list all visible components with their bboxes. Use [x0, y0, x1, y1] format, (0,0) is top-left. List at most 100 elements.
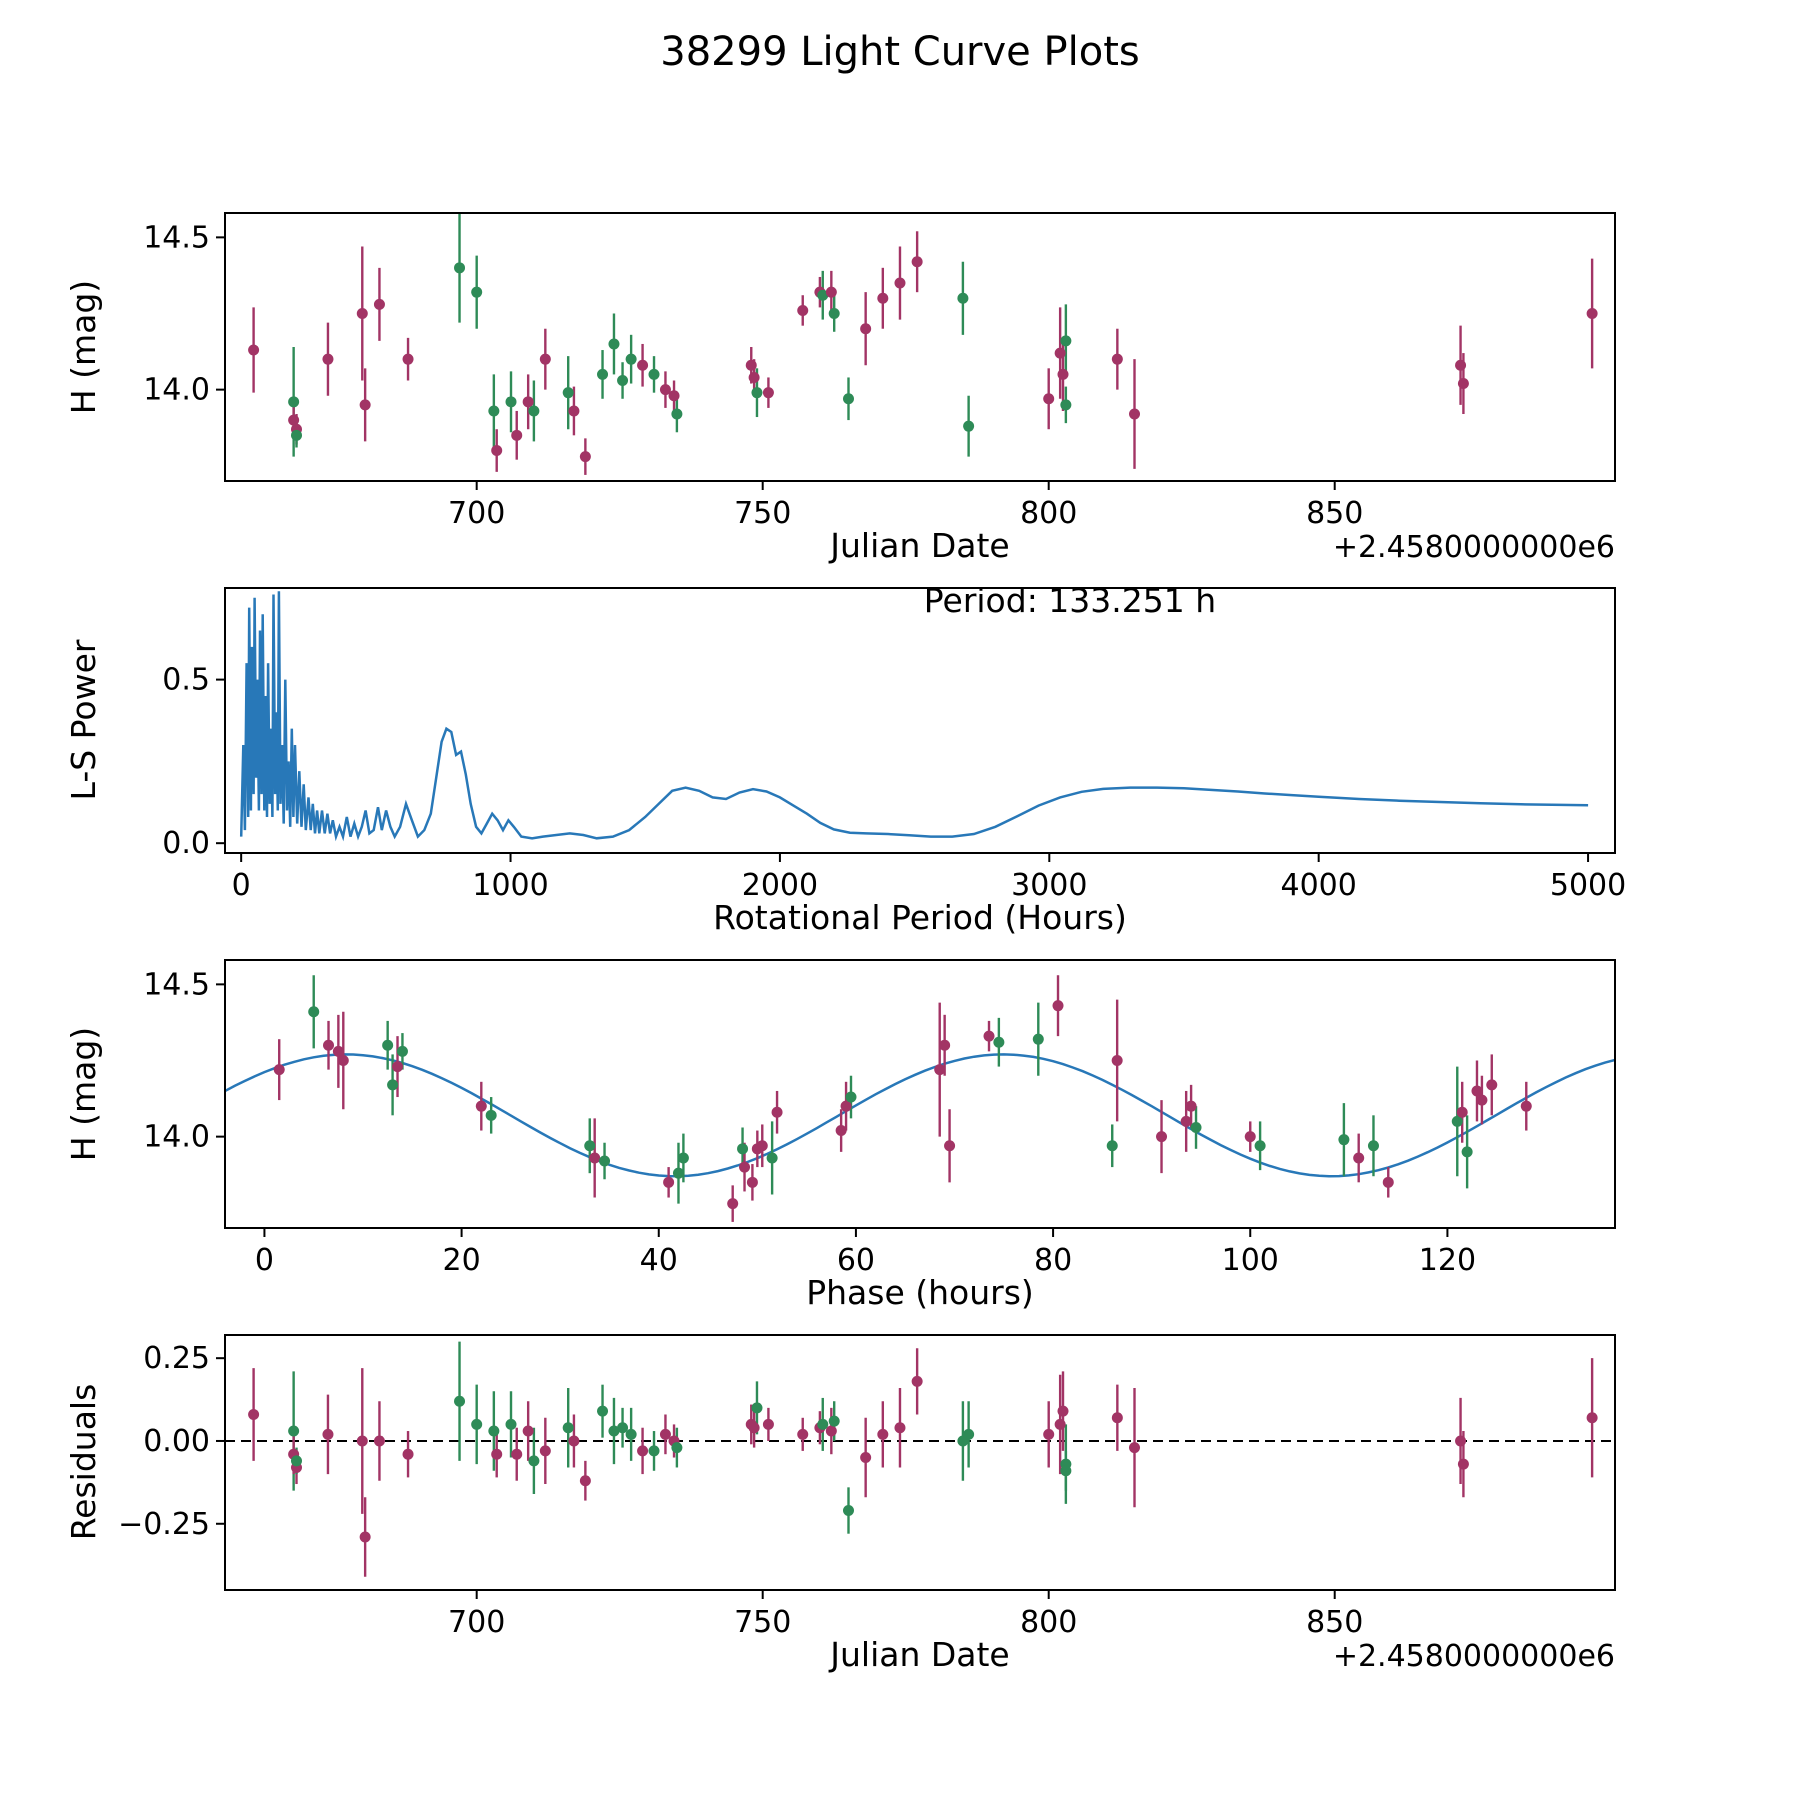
phased-axes-frame [224, 959, 1616, 1229]
data-point [762, 1418, 774, 1430]
data-point [1057, 368, 1069, 380]
data-point [1043, 393, 1055, 405]
sinusoidal-fit-curve [225, 1053, 1615, 1178]
x-tick-label: 1000 [472, 868, 548, 903]
data-point [528, 1455, 540, 1467]
x-tick-label: 850 [1306, 1605, 1363, 1640]
data-point [671, 408, 683, 420]
periodogram-axes-frame [224, 587, 1616, 854]
data-point [568, 1435, 580, 1447]
data-point [471, 286, 483, 298]
data-point [766, 1152, 778, 1164]
data-point [817, 289, 829, 301]
data-point [825, 1425, 837, 1437]
data-point [1043, 1428, 1055, 1440]
data-point [934, 1064, 946, 1076]
data-point [1156, 1131, 1168, 1143]
data-point [671, 1442, 683, 1454]
data-point [648, 1445, 660, 1457]
data-point [488, 405, 500, 417]
data-point [589, 1152, 601, 1164]
data-point [1486, 1079, 1498, 1091]
data-point [488, 1425, 500, 1437]
data-point [944, 1140, 956, 1152]
data-point [273, 1064, 285, 1076]
data-point [756, 1140, 768, 1152]
data-point [860, 1452, 872, 1464]
data-point [491, 445, 503, 457]
data-point [359, 399, 371, 411]
panel-residuals: 700 750 800 850 −0.25 0.00 0.25 [118, 1334, 1616, 1640]
data-point [291, 1455, 303, 1467]
periodogram-data-layer [239, 591, 1589, 842]
periodogram-curve [239, 591, 1589, 842]
data-point [983, 1030, 995, 1042]
data-point [1382, 1176, 1394, 1188]
data-point [608, 338, 620, 350]
y-tick-label: 0.5 [162, 663, 210, 698]
data-point [599, 1155, 611, 1167]
data-point [1455, 359, 1467, 371]
data-point [1457, 1458, 1469, 1470]
x-tick-label: 800 [1020, 496, 1077, 531]
data-point [392, 1061, 404, 1073]
data-point [356, 308, 368, 319]
data-point [568, 405, 580, 417]
data-point [475, 1100, 487, 1112]
data-point [562, 387, 574, 399]
data-point [625, 353, 637, 365]
data-point [860, 323, 872, 335]
data-point [382, 1039, 394, 1051]
data-point [1456, 1106, 1468, 1118]
data-point [522, 1425, 534, 1437]
data-point [911, 256, 923, 268]
data-point [323, 1039, 335, 1051]
data-point [1180, 1115, 1192, 1127]
data-point [402, 353, 414, 365]
data-point [1060, 335, 1072, 347]
data-point [522, 396, 534, 408]
data-point [1129, 408, 1141, 420]
data-point [505, 1418, 517, 1430]
data-point [737, 1143, 749, 1155]
data-point [248, 344, 260, 356]
periodogram-ylabel: L-S Power [64, 639, 103, 800]
data-point [727, 1198, 739, 1210]
data-point [288, 1425, 300, 1437]
data-point [1111, 1055, 1123, 1066]
data-point [1244, 1131, 1256, 1143]
data-point [668, 390, 680, 402]
data-point [637, 1445, 649, 1457]
data-point [828, 1415, 840, 1427]
data-point [845, 1091, 857, 1103]
lightcurve-axis-offset: +2.4580000000e6 [1333, 530, 1615, 565]
data-point [842, 1505, 854, 1517]
data-point [337, 1055, 349, 1066]
y-tick-label: 14.5 [143, 967, 210, 1002]
data-point [739, 1161, 751, 1173]
data-point [579, 451, 591, 463]
data-point [359, 1531, 371, 1543]
data-point [1106, 1140, 1118, 1152]
data-point [751, 387, 763, 399]
data-point [877, 292, 889, 304]
data-point [1367, 1140, 1379, 1152]
x-tick-label: 750 [734, 1605, 791, 1640]
data-point [617, 375, 629, 386]
data-point [322, 353, 334, 365]
x-tick-label: 0 [232, 868, 251, 903]
data-point [1476, 1094, 1488, 1106]
data-point [659, 384, 671, 396]
data-point [751, 1402, 763, 1414]
data-point [748, 1422, 760, 1434]
data-point [659, 1428, 671, 1440]
data-point [608, 1425, 620, 1437]
y-tick-label: 0.25 [143, 1341, 210, 1376]
x-tick-label: 60 [837, 1243, 875, 1278]
residuals-ylabel: Residuals [64, 1384, 103, 1541]
data-point [797, 304, 809, 316]
y-tick-label: 0.00 [143, 1424, 210, 1459]
data-point [387, 1079, 399, 1091]
x-tick-label: 5000 [1550, 868, 1626, 903]
